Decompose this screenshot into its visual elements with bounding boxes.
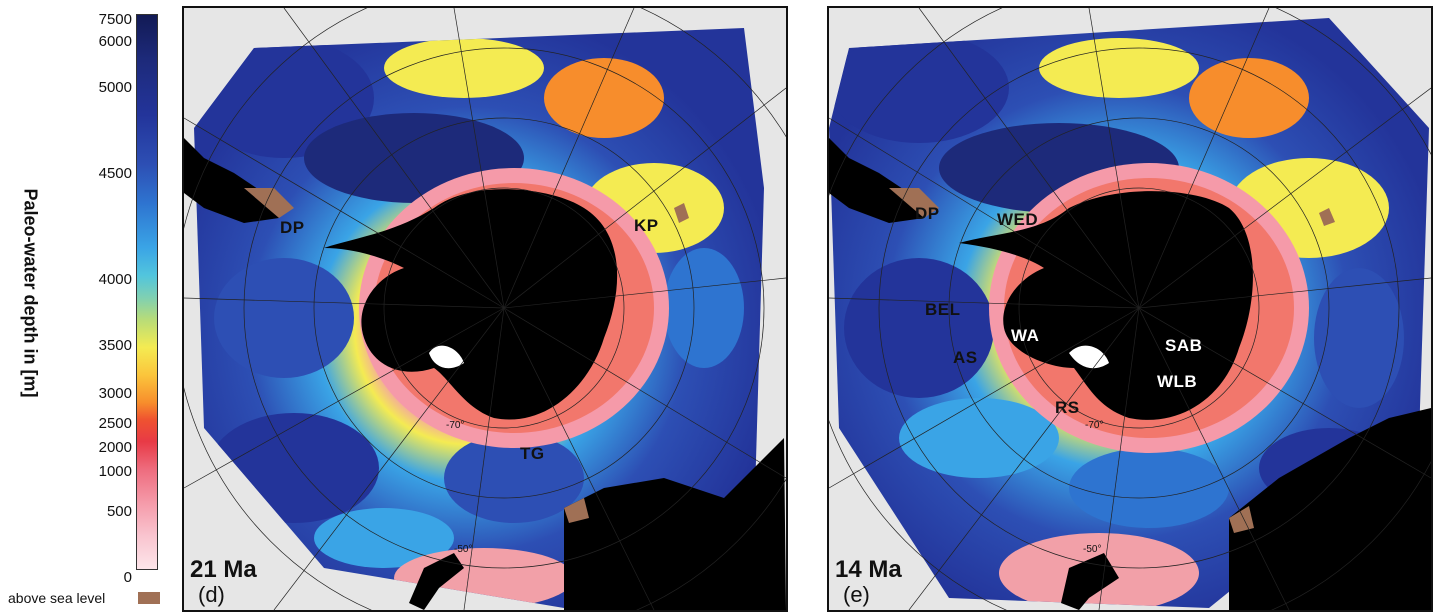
label-wlb: WLB <box>1157 372 1198 391</box>
legend-tick: 4000 <box>98 271 132 288</box>
label-tg: TG <box>520 444 545 463</box>
label-dp: DP <box>280 218 305 237</box>
panel-letter: (d) <box>198 582 225 607</box>
south-america-landmass <box>184 138 279 223</box>
label-wa: WA <box>1011 326 1040 345</box>
australia-landmass <box>564 438 786 610</box>
map-panel-14ma: -70° -50° DP WED BEL WA AS SAB WLB RS 14… <box>827 6 1433 612</box>
legend-tick: 3000 <box>98 385 132 402</box>
kerguelen-plateau <box>1319 208 1335 226</box>
legend-tick: 5000 <box>98 79 132 96</box>
legend-title: Paleo-water depth in [m] <box>20 188 41 398</box>
new-zealand-landmass <box>409 553 464 610</box>
legend-tick: 6000 <box>98 33 132 50</box>
legend-tick: 2500 <box>98 415 132 432</box>
above-sea-level-label: above sea level <box>8 590 106 606</box>
lat-label-50: -50° <box>454 544 473 555</box>
panel-letter: (e) <box>843 582 870 607</box>
legend-tick: 1000 <box>98 463 132 480</box>
legend-tick: 3500 <box>98 337 132 354</box>
antarctica-landmass <box>324 189 618 420</box>
legend-tick: 2000 <box>98 439 132 456</box>
lat-label-70: -70° <box>1085 420 1104 431</box>
age-label: 14 Ma <box>835 556 902 583</box>
antarctica-landmass <box>959 191 1253 420</box>
graticule <box>829 8 1431 610</box>
label-sab: SAB <box>1165 336 1203 355</box>
label-kp: KP <box>634 216 659 235</box>
kerguelen-plateau <box>674 203 689 223</box>
label-dp: DP <box>915 204 940 223</box>
depth-colorbar <box>136 14 158 570</box>
map-14ma <box>829 8 1431 610</box>
label-rs: RS <box>1055 398 1080 417</box>
legend-tick: 0 <box>123 569 132 586</box>
south-america-landmass <box>829 138 924 223</box>
legend-tick: 500 <box>106 503 132 520</box>
label-bel: BEL <box>925 300 961 319</box>
graticule <box>184 8 786 610</box>
map-21ma <box>184 8 786 610</box>
australia-landmass <box>1229 408 1431 610</box>
label-wed: WED <box>997 210 1039 229</box>
label-as: AS <box>953 348 978 367</box>
lat-label-70: -70° <box>446 420 465 431</box>
legend-tick: 4500 <box>98 165 132 182</box>
legend-tick: 7500 <box>98 11 132 28</box>
lat-label-50: -50° <box>1083 544 1102 555</box>
age-label: 21 Ma <box>190 556 257 583</box>
above-sea-level-swatch <box>138 592 160 604</box>
depth-legend: Paleo-water depth in [m] 7500 6000 5000 … <box>0 0 180 615</box>
map-panel-21ma: -70° -50° DP KP TG 21 Ma (d) <box>182 6 788 612</box>
